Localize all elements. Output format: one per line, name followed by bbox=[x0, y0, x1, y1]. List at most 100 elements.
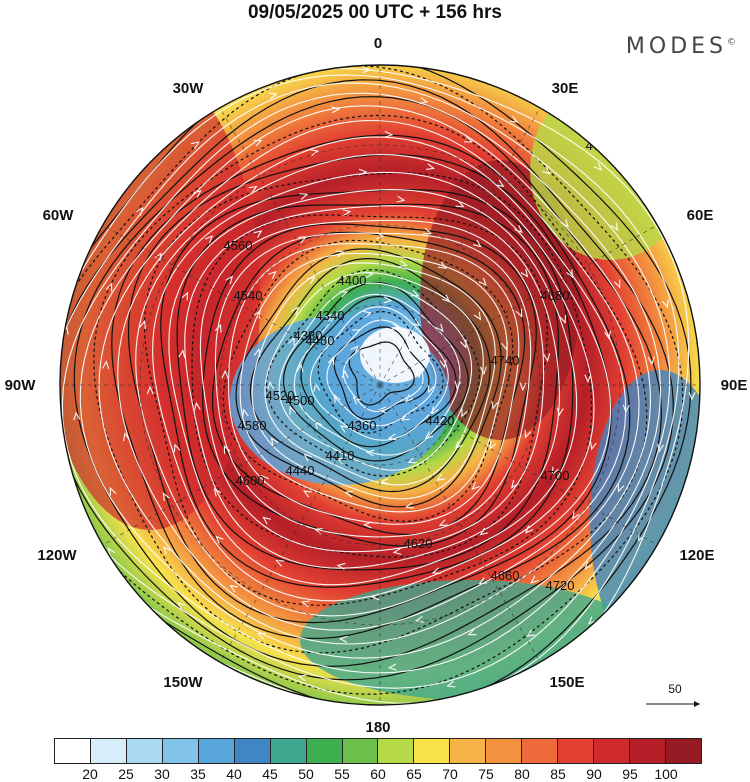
longitude-gridline bbox=[219, 384, 381, 663]
streamline-arrow bbox=[204, 235, 214, 244]
streamline-arrow bbox=[336, 562, 346, 570]
colorbar-swatch bbox=[342, 739, 379, 763]
contour-label: 4410 bbox=[326, 448, 355, 463]
low-core-light bbox=[360, 327, 430, 383]
contour-label: 4560 bbox=[224, 238, 253, 253]
contour-label: 4540 bbox=[234, 288, 263, 303]
streamline-arrow bbox=[478, 577, 488, 585]
streamline-arrow bbox=[661, 299, 669, 309]
streamline-arrow bbox=[229, 584, 239, 593]
contour-label: 4760 bbox=[586, 138, 615, 153]
streamline-arrow bbox=[109, 486, 117, 496]
streamline-arrow bbox=[362, 66, 371, 74]
streamline-arrow bbox=[464, 135, 473, 143]
streamline-arrow bbox=[384, 130, 394, 138]
colorbar-swatch bbox=[90, 739, 127, 763]
streamline-arrow bbox=[471, 481, 480, 490]
streamline-arrow bbox=[584, 561, 593, 570]
polar-map: 4780 4760 4740 4720 4700 4680 4660 4620 4600 4580… bbox=[5, 35, 748, 736]
streamline-arrow bbox=[253, 230, 263, 238]
colorbar-tick-label: 60 bbox=[370, 766, 386, 782]
streamline-arrow bbox=[352, 328, 362, 336]
streamline-arrow bbox=[298, 236, 308, 244]
streamline-arrow bbox=[407, 456, 417, 464]
streamline-arrow bbox=[221, 369, 229, 379]
longitude-gridlines bbox=[60, 65, 700, 705]
contour-label: 4680 bbox=[541, 288, 570, 303]
streamline-arrow bbox=[248, 186, 258, 194]
streamline-arrow bbox=[299, 193, 309, 200]
streamline-arrow bbox=[391, 323, 401, 330]
colorbar-swatch bbox=[414, 739, 451, 763]
longitude-gridline bbox=[219, 107, 381, 386]
streamline-arrow bbox=[122, 432, 130, 442]
colorbar-tick-label: 25 bbox=[118, 766, 134, 782]
streamline bbox=[264, 272, 484, 486]
streamline bbox=[60, 82, 671, 689]
streamline-arrow bbox=[587, 616, 597, 625]
streamline-arrow bbox=[613, 279, 621, 289]
colorbar-tick-label: 20 bbox=[82, 766, 98, 782]
lon-label-30e: 30E bbox=[552, 80, 579, 97]
streamline-arrow bbox=[365, 271, 374, 279]
colorbar-tick-label: 80 bbox=[514, 766, 530, 782]
streamline-arrow bbox=[526, 629, 535, 637]
streamline-arrow bbox=[365, 449, 375, 457]
streamline-arrow bbox=[261, 474, 270, 484]
streamline-arrow bbox=[60, 471, 63, 481]
streamline-arrow bbox=[310, 149, 320, 157]
colorbar-tick-label: 45 bbox=[262, 766, 278, 782]
streamline-arrow bbox=[270, 437, 279, 446]
colorbar-tick-label: 40 bbox=[226, 766, 242, 782]
streamline-arrow bbox=[438, 261, 447, 269]
colorbar-swatch bbox=[522, 739, 559, 763]
streamline-arrow bbox=[491, 400, 499, 410]
streamline-arrow bbox=[336, 250, 346, 258]
streamline-arrow bbox=[421, 346, 429, 356]
streamline-arrow bbox=[215, 535, 224, 544]
streamline-arrow bbox=[162, 492, 170, 502]
height-contour bbox=[348, 341, 415, 406]
streamline-arrow bbox=[361, 419, 371, 427]
height-contour bbox=[235, 248, 502, 508]
streamline-arrow bbox=[336, 458, 346, 465]
streamline-arrow bbox=[604, 330, 612, 340]
streamline-arrow bbox=[253, 139, 263, 147]
latitude-circle bbox=[139, 144, 621, 626]
colorbar-swatch bbox=[126, 739, 163, 763]
streamline-arrow bbox=[622, 404, 630, 414]
streamline-arrow bbox=[313, 382, 321, 392]
streamline-arrow bbox=[559, 314, 567, 324]
streamline-arrow bbox=[146, 385, 154, 395]
lon-label-180: 180 bbox=[365, 719, 390, 736]
streamline-arrow bbox=[173, 443, 181, 453]
streamline bbox=[228, 243, 520, 525]
height-contour bbox=[143, 172, 593, 606]
streamline-arrow bbox=[307, 276, 316, 285]
contour-label: 4780 bbox=[598, 93, 627, 108]
contour-label: 4500 bbox=[286, 393, 315, 408]
streamline-arrow bbox=[530, 575, 539, 584]
contour-label: 4700 bbox=[541, 468, 570, 483]
contour-label: 4420 bbox=[426, 413, 455, 428]
contour-label: 4600 bbox=[236, 473, 265, 488]
streamline-arrow bbox=[163, 546, 172, 555]
streamline-arrow bbox=[423, 227, 433, 235]
colorbar-swatch bbox=[55, 739, 91, 763]
colorbar-swatch bbox=[594, 739, 630, 763]
streamline-arrow bbox=[241, 408, 249, 418]
streamline-arrow bbox=[105, 282, 113, 292]
streamline-arrow bbox=[387, 433, 397, 441]
streamline-arrow bbox=[556, 407, 564, 417]
streamline-arrow bbox=[411, 318, 421, 327]
streamline-arrow bbox=[177, 602, 186, 611]
colorbar-tick-label: 75 bbox=[478, 766, 494, 782]
streamline bbox=[168, 189, 578, 586]
height-contour bbox=[60, 79, 674, 681]
streamline-arrow bbox=[403, 343, 412, 352]
streamline bbox=[60, 74, 680, 704]
colorbar-swatch bbox=[306, 739, 343, 763]
streamline-arrow bbox=[572, 510, 580, 520]
streamline-arrow bbox=[617, 483, 625, 493]
height-contour bbox=[202, 223, 537, 547]
